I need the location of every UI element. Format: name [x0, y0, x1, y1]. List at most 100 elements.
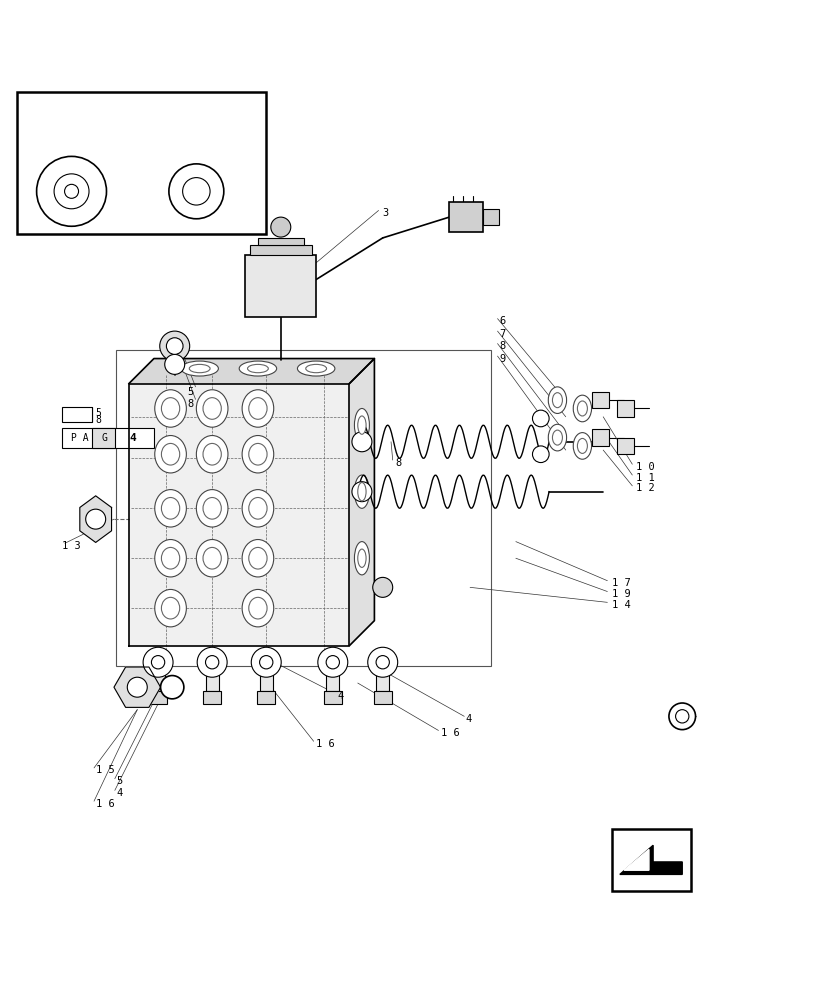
Text: 1 7: 1 7: [612, 578, 631, 588]
Bar: [592, 429, 609, 446]
Ellipse shape: [203, 398, 221, 419]
Circle shape: [206, 656, 219, 669]
Circle shape: [260, 656, 273, 669]
Ellipse shape: [242, 390, 274, 427]
Ellipse shape: [354, 475, 369, 508]
Text: 8: 8: [395, 458, 402, 468]
Bar: [203, 691, 221, 704]
Ellipse shape: [242, 540, 274, 577]
Circle shape: [127, 677, 147, 697]
Ellipse shape: [358, 416, 366, 434]
Ellipse shape: [203, 443, 221, 465]
Text: 5: 5: [96, 408, 102, 418]
Ellipse shape: [161, 443, 180, 465]
Text: 6: 6: [499, 316, 506, 326]
Text: 9: 9: [499, 354, 506, 364]
Text: G: G: [101, 433, 107, 443]
Text: 1 6: 1 6: [96, 799, 115, 809]
Text: 4: 4: [130, 433, 136, 443]
Ellipse shape: [354, 408, 369, 442]
Bar: [617, 438, 634, 454]
Text: 2: 2: [682, 714, 689, 724]
Ellipse shape: [161, 398, 180, 419]
Text: 1 4: 1 4: [612, 600, 631, 610]
Text: 8: 8: [499, 341, 506, 351]
Circle shape: [86, 509, 106, 529]
Text: 1 9: 1 9: [612, 589, 631, 599]
Ellipse shape: [242, 589, 274, 627]
Ellipse shape: [306, 364, 326, 373]
Circle shape: [143, 647, 173, 677]
Text: 4: 4: [116, 788, 123, 798]
Ellipse shape: [249, 498, 267, 519]
Bar: [149, 691, 167, 704]
Text: 4: 4: [466, 714, 473, 724]
Text: 4: 4: [337, 691, 344, 701]
Circle shape: [352, 432, 372, 452]
Text: 5: 5: [116, 776, 123, 786]
Circle shape: [165, 354, 185, 374]
Circle shape: [376, 656, 389, 669]
Text: P A: P A: [71, 433, 88, 443]
Ellipse shape: [203, 498, 221, 519]
Ellipse shape: [358, 549, 366, 567]
Text: 1 3: 1 3: [62, 541, 82, 551]
Ellipse shape: [203, 547, 221, 569]
Bar: [151, 662, 165, 691]
Bar: [257, 691, 275, 704]
Ellipse shape: [181, 361, 218, 376]
Bar: [612, 829, 691, 891]
Circle shape: [166, 338, 183, 354]
Ellipse shape: [573, 433, 592, 459]
Ellipse shape: [242, 490, 274, 527]
Ellipse shape: [552, 393, 562, 408]
Text: 8: 8: [96, 415, 102, 425]
Bar: [260, 662, 273, 691]
Polygon shape: [129, 359, 374, 384]
Circle shape: [373, 577, 393, 597]
Text: 5: 5: [187, 387, 194, 397]
Ellipse shape: [358, 483, 366, 501]
Bar: [326, 662, 339, 691]
Circle shape: [65, 184, 78, 198]
Ellipse shape: [161, 498, 180, 519]
Bar: [250, 245, 312, 255]
Ellipse shape: [196, 436, 228, 473]
Text: 1 1: 1 1: [636, 473, 656, 483]
Ellipse shape: [249, 443, 267, 465]
Bar: [592, 392, 609, 408]
Text: 1 5: 1 5: [96, 765, 115, 775]
Circle shape: [271, 217, 290, 237]
Ellipse shape: [548, 424, 567, 451]
Text: 1 0: 1 0: [636, 462, 656, 472]
Ellipse shape: [161, 547, 180, 569]
Bar: [258, 238, 304, 245]
Polygon shape: [114, 667, 161, 707]
Circle shape: [182, 178, 210, 205]
Bar: [483, 209, 499, 225]
Ellipse shape: [548, 387, 567, 413]
Bar: [116, 350, 491, 666]
Circle shape: [197, 647, 227, 677]
Circle shape: [160, 331, 190, 361]
Ellipse shape: [155, 436, 186, 473]
Ellipse shape: [354, 542, 369, 575]
Bar: [17, 92, 266, 234]
Text: 1 6: 1 6: [316, 739, 335, 749]
Polygon shape: [349, 359, 374, 646]
Ellipse shape: [155, 490, 186, 527]
Bar: [206, 662, 219, 691]
Ellipse shape: [242, 436, 274, 473]
Ellipse shape: [577, 438, 587, 453]
Ellipse shape: [189, 364, 210, 373]
Bar: [62, 407, 92, 422]
Text: 3: 3: [383, 208, 389, 218]
Ellipse shape: [155, 390, 186, 427]
Text: 1: 1: [76, 411, 82, 421]
Bar: [324, 691, 342, 704]
Polygon shape: [624, 849, 649, 870]
Bar: [245, 255, 316, 317]
Ellipse shape: [249, 398, 267, 419]
Circle shape: [251, 647, 281, 677]
Circle shape: [532, 410, 549, 427]
